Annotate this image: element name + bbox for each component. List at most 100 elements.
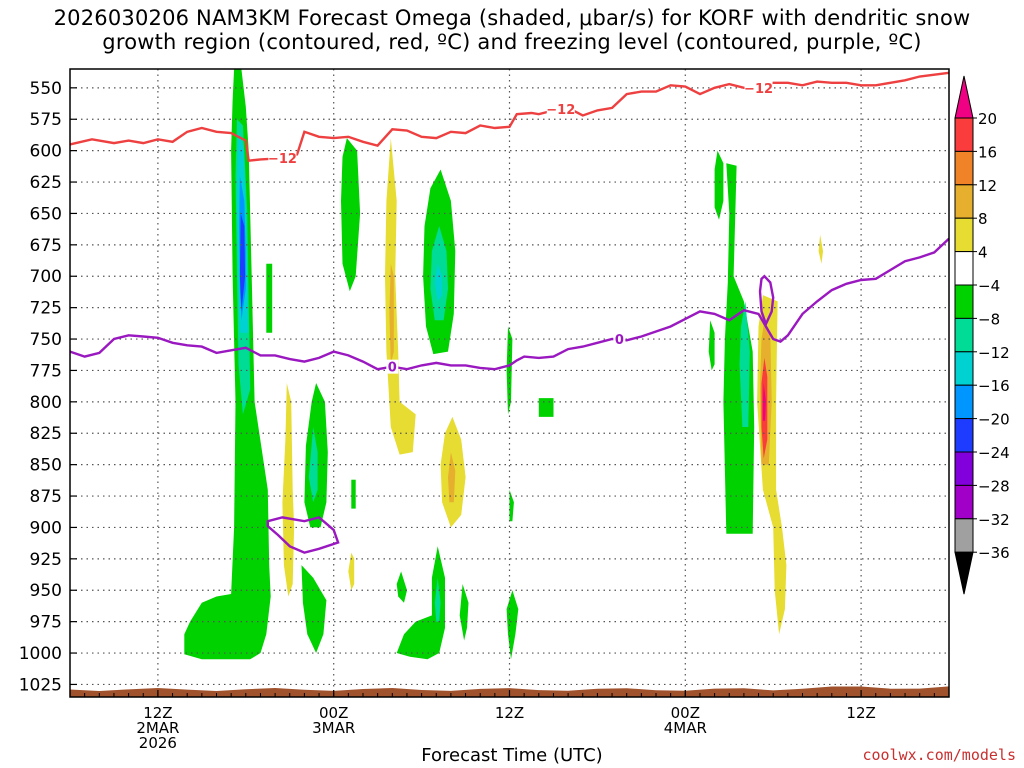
omega-green-9 xyxy=(396,546,445,660)
omega-green-4 xyxy=(301,565,327,653)
colorbar-bin-4 xyxy=(954,217,974,253)
colorbar-label-3: 8 xyxy=(978,210,988,228)
freezing-contour-label-0-bg xyxy=(386,359,399,374)
y-tick-label-900: 900 xyxy=(30,518,62,538)
omega-cyan-6 xyxy=(434,263,443,302)
colorbar-bin--24 xyxy=(954,418,974,453)
omega-tall-green-1 xyxy=(184,69,271,660)
y-tick-label-750: 750 xyxy=(30,330,62,350)
colorbar-label-12: −32 xyxy=(978,511,1010,529)
colorbar: 20 16 12 8 4 −4 −8 −12 −16 −20 −24 −28 −32 −36 xyxy=(954,75,1010,595)
y-tick-label-850: 850 xyxy=(30,456,62,476)
colorbar-label-9: −20 xyxy=(978,411,1010,429)
y-tick-label-725: 725 xyxy=(30,299,62,319)
y-tick-label-1025: 1025 xyxy=(19,675,62,695)
dgz-contour-label-2-bg xyxy=(744,80,773,95)
x-tick-label-6-0: 12Z xyxy=(143,704,172,722)
freezing-contour-label-0: 0 xyxy=(388,361,397,376)
colorbar-label-6: −8 xyxy=(978,310,1000,328)
omega-small-green-2 xyxy=(266,263,273,333)
freezing-loop-1 xyxy=(266,516,340,554)
dgz-contour-label-0: −12 xyxy=(268,152,297,167)
colorbar-bin--28 xyxy=(954,451,974,486)
colorbar-label-8: −16 xyxy=(978,377,1010,395)
colorbar-bottom-arrow xyxy=(954,551,974,595)
colorbar-label-7: −12 xyxy=(978,344,1010,362)
omega-yellow-1 xyxy=(282,383,295,597)
x-tick-label-18-1: 3MAR xyxy=(312,719,355,737)
dgz-minus12-contour xyxy=(69,71,950,163)
omega-green-12 xyxy=(506,326,513,415)
chart-title-line-1: 2026030206 NAM3KM Forecast Omega (shaded… xyxy=(53,6,971,30)
colorbar-bin--32 xyxy=(954,484,974,520)
y-tick-label-600: 600 xyxy=(30,142,62,162)
y-tick-label-925: 925 xyxy=(30,550,62,570)
omega-green-14 xyxy=(538,398,554,417)
dgz-contour-label-2: −12 xyxy=(744,82,773,97)
x-tick-label-54-0: 12Z xyxy=(846,704,875,722)
site-credit: coolwx.com/models xyxy=(862,746,1016,764)
freezing-contour-label-1: 0 xyxy=(615,333,624,348)
omega-green-15 xyxy=(714,150,724,220)
dgz-contour-label-1-bg xyxy=(546,102,575,117)
omega-green-13 xyxy=(509,489,514,522)
y-tick-label-1000: 1000 xyxy=(19,644,62,664)
x-tick-label-42-1: 4MAR xyxy=(664,719,707,737)
colorbar-label-0: 20 xyxy=(978,110,997,128)
freezing-contour-label-1-bg xyxy=(613,332,626,347)
colorbar-label-4: 4 xyxy=(978,244,988,262)
colorbar-bin-12 xyxy=(954,150,974,186)
omega-green-5 xyxy=(341,138,361,292)
colorbar-bin--16 xyxy=(954,351,974,386)
y-tick-label-575: 575 xyxy=(30,110,62,130)
freezing-loop-2 xyxy=(758,274,775,328)
y-tick-label-550: 550 xyxy=(30,79,62,99)
colorbar-bin--36 xyxy=(954,518,974,553)
grid-layer xyxy=(70,69,949,697)
omega-green-8 xyxy=(396,571,407,603)
omega-yellow-4 xyxy=(348,552,355,591)
omega-green-7 xyxy=(351,479,356,509)
y-tick-label-975: 975 xyxy=(30,613,62,633)
y-tick-label-875: 875 xyxy=(30,487,62,507)
y-tick-label-675: 675 xyxy=(30,236,62,256)
colorbar-label-1: 16 xyxy=(978,143,997,161)
x-tick-label-30-0: 12Z xyxy=(495,704,524,722)
y-tick-label-825: 825 xyxy=(30,424,62,444)
colorbar-bin--20 xyxy=(954,384,974,420)
contour-layer: −12 −12 −12 0 0 xyxy=(69,71,950,554)
omega-teal-16 xyxy=(739,301,750,427)
y-tick-label-775: 775 xyxy=(30,361,62,381)
omega-green-11 xyxy=(506,590,519,660)
x-tick-label-18-0: 00Z xyxy=(319,704,348,722)
colorbar-label-11: −28 xyxy=(978,477,1010,495)
axes-layer: 550 575 600 625 650 675 700 725 750 775 800 825 850 8… xyxy=(19,68,950,752)
omega-green-16 xyxy=(723,163,755,534)
omega-tall-purple-1 xyxy=(239,213,246,312)
colorbar-bin--8 xyxy=(954,284,974,319)
colorbar-top-arrow xyxy=(954,75,974,119)
y-tick-label-700: 700 xyxy=(30,267,62,287)
freezing-level-contour xyxy=(69,237,950,371)
y-tick-label-800: 800 xyxy=(30,393,62,413)
x-tick-label-42-0: 00Z xyxy=(671,704,700,722)
omega-green-17 xyxy=(708,320,715,371)
dgz-contour-label-1: −12 xyxy=(546,103,575,118)
omega-yellow-2 xyxy=(385,138,416,455)
x-tick-label-6-1: 2MAR xyxy=(136,719,179,737)
omega-orange-2 xyxy=(389,263,394,365)
colorbar-bin-8 xyxy=(954,184,974,219)
omega-green-10 xyxy=(459,584,469,641)
colorbar-bin--12 xyxy=(954,317,974,353)
y-tick-label-950: 950 xyxy=(30,581,62,601)
colorbar-bin--4 xyxy=(954,251,974,286)
colorbar-label-5: −4 xyxy=(978,277,1000,295)
chart-title-line-2: growth region (contoured, red, ºC) and f… xyxy=(102,30,922,54)
x-tick-label-6-2: 2026 xyxy=(139,734,177,752)
y-tick-label-625: 625 xyxy=(30,173,62,193)
omega-yellow-6 xyxy=(818,234,823,264)
x-axis-label: Forecast Time (UTC) xyxy=(421,745,603,766)
y-tick-label-650: 650 xyxy=(30,204,62,224)
colorbar-bin-16 xyxy=(954,117,974,152)
